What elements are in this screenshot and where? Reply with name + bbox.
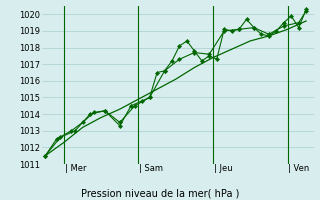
Text: Pression niveau de la mer( hPa ): Pression niveau de la mer( hPa ): [81, 188, 239, 198]
Text: | Ven: | Ven: [288, 164, 309, 173]
Text: | Mer: | Mer: [65, 164, 86, 173]
Text: | Jeu: | Jeu: [214, 164, 232, 173]
Text: | Sam: | Sam: [139, 164, 163, 173]
